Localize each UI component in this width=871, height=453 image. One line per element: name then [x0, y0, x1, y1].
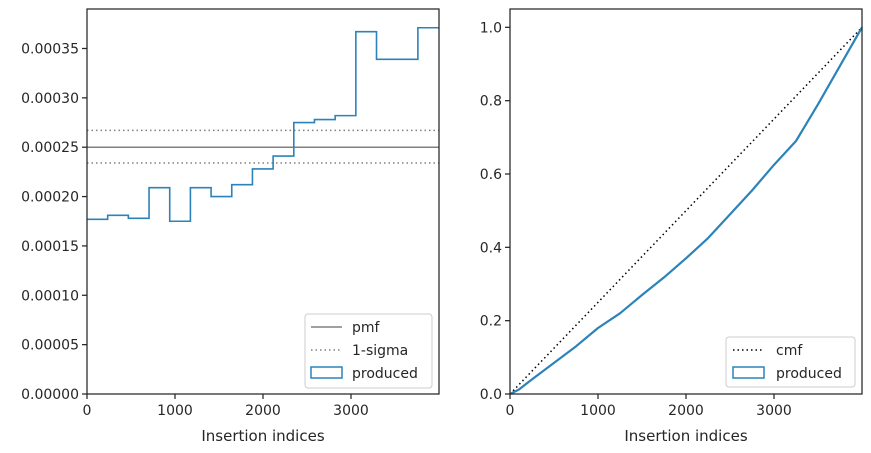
pmf-panel: 0 1000 2000 3000 0.000000.000050.000100.000…: [21, 8, 440, 445]
cmf-panel: 0 1000 2000 3000 0.0 0.2 0.4 0.6 0.8 1.0 Inserti…: [480, 8, 863, 445]
plot-frame: [86, 8, 440, 395]
y-tick-label: 0.8: [480, 94, 502, 110]
y-tick-label: 0.00030: [21, 91, 79, 107]
y-tick-label: 0.0: [480, 387, 502, 403]
y-axis-ticks: 0.00000 0.00005 0.00010 0.00015 0.00020 0.000…: [21, 41, 87, 403]
legend-produced-label: produced: [776, 366, 842, 382]
cmf-lines: [509, 26, 863, 395]
legend: cmf produced: [725, 336, 856, 388]
x-tick-label: 2000: [668, 403, 704, 419]
legend-pmf-label: pmf: [352, 320, 381, 336]
x-tick-label: 1000: [580, 403, 616, 419]
y-tick-label: 0.6: [480, 167, 502, 183]
legend: pmf 1-sigma produced: [304, 313, 433, 389]
x-axis-label: Insertion indices: [201, 427, 324, 445]
y-tick-label: 0.00020: [21, 190, 79, 206]
x-tick-label: 0: [83, 403, 92, 419]
x-tick-label: 3000: [333, 403, 369, 419]
y-tick-label: 0.00035: [21, 41, 79, 57]
cmf-line: [509, 26, 863, 395]
y-tick-label: 0.2: [480, 314, 502, 330]
legend-produced-label: produced: [352, 366, 418, 382]
y-tick-label: 0.00015: [21, 239, 79, 255]
legend-sigma-label: 1-sigma: [352, 343, 408, 359]
x-tick-label: 0: [506, 403, 515, 419]
legend-produced-swatch: [310, 366, 343, 379]
reference-lines: [87, 129, 439, 164]
x-axis-ticks: 0 1000 2000 3000: [83, 394, 369, 419]
legend-cmf-label: cmf: [776, 343, 803, 359]
y-tick-label: 1.0: [480, 20, 502, 36]
legend-box: [304, 313, 433, 389]
x-tick-label: 3000: [756, 403, 792, 419]
produced-step-line: [87, 26, 439, 223]
legend-box: [725, 336, 856, 388]
produced-histogram: [87, 26, 439, 223]
y-tick-label: 0.4: [480, 240, 502, 256]
legend-produced-swatch: [732, 366, 765, 379]
produced-cumulative-line: [509, 26, 863, 395]
x-axis-ticks: 0 1000 2000 3000: [506, 394, 792, 419]
y-tick-label: 0.00005: [21, 338, 79, 354]
x-tick-label: 2000: [245, 403, 281, 419]
plot-frame: [509, 8, 863, 395]
x-axis-label: Insertion indices: [624, 427, 747, 445]
y-tick-label: 0.00000: [21, 387, 79, 403]
y-tick-label: 0.00025: [21, 140, 79, 156]
y-tick-label: 0.00010: [21, 288, 79, 304]
x-tick-label: 1000: [157, 403, 193, 419]
y-axis-ticks: 0.0 0.2 0.4 0.6 0.8 1.0: [480, 20, 510, 403]
